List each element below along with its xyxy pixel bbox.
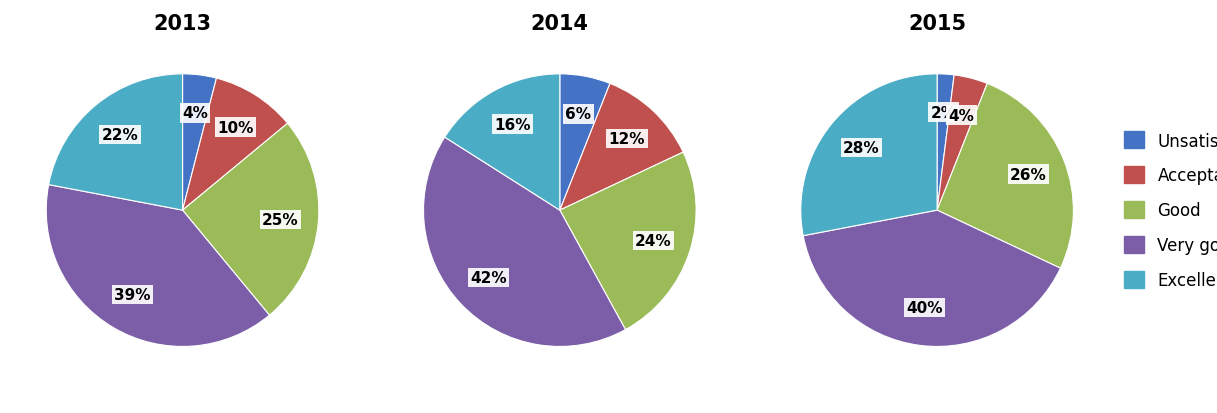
Wedge shape — [183, 124, 319, 316]
Legend: Unsatisfactory, Acceptable, Good, Very good, Excellent: Unsatisfactory, Acceptable, Good, Very g… — [1116, 124, 1217, 297]
Text: 39%: 39% — [114, 287, 151, 302]
Wedge shape — [46, 185, 269, 347]
Title: 2015: 2015 — [908, 14, 966, 33]
Wedge shape — [183, 75, 217, 211]
Text: 4%: 4% — [948, 108, 975, 123]
Text: 25%: 25% — [262, 212, 298, 227]
Text: 6%: 6% — [565, 107, 591, 122]
Text: 10%: 10% — [217, 121, 253, 135]
Wedge shape — [49, 75, 183, 211]
Text: 12%: 12% — [608, 132, 645, 147]
Wedge shape — [424, 138, 626, 347]
Wedge shape — [560, 75, 610, 211]
Text: 2%: 2% — [930, 105, 957, 121]
Wedge shape — [801, 75, 937, 236]
Wedge shape — [560, 153, 696, 330]
Text: 16%: 16% — [494, 117, 531, 132]
Wedge shape — [937, 84, 1073, 268]
Text: 4%: 4% — [181, 106, 208, 121]
Wedge shape — [560, 84, 683, 211]
Text: 22%: 22% — [101, 128, 139, 142]
Text: 42%: 42% — [470, 270, 506, 285]
Wedge shape — [803, 211, 1060, 347]
Title: 2014: 2014 — [531, 14, 589, 33]
Text: 26%: 26% — [1010, 167, 1047, 182]
Text: 28%: 28% — [843, 141, 880, 156]
Title: 2013: 2013 — [153, 14, 212, 33]
Wedge shape — [937, 75, 954, 211]
Wedge shape — [444, 75, 560, 211]
Wedge shape — [183, 79, 287, 211]
Text: 40%: 40% — [907, 300, 943, 315]
Wedge shape — [937, 76, 987, 211]
Text: 24%: 24% — [635, 233, 672, 248]
